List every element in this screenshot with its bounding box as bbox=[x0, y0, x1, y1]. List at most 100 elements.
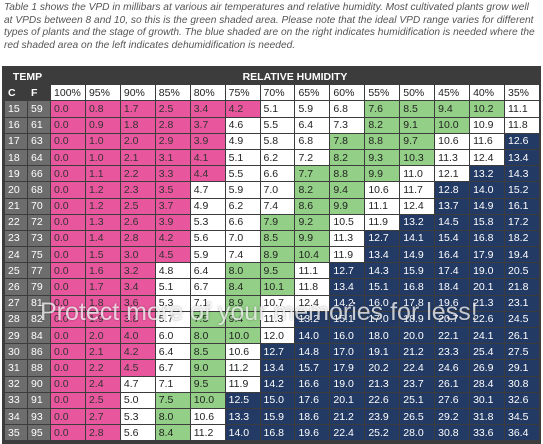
vpd-cell: 0.0 bbox=[51, 360, 85, 376]
vpd-cell: 0.0 bbox=[51, 311, 85, 327]
vpd-cell: 8.2 bbox=[295, 182, 330, 198]
c-header: C bbox=[5, 85, 27, 101]
vpd-cell: 14.2 bbox=[260, 376, 295, 392]
vpd-cell: 1.9 bbox=[85, 311, 120, 327]
vpd-cell: 21.2 bbox=[330, 408, 365, 425]
table-row: 26 79 0.0 1.7 3.4 5.1 6.7 8.4 10.1 11.8 13.4 15.1 16… bbox=[5, 279, 539, 295]
vpd-cell: 4.7 bbox=[120, 376, 155, 392]
temp-f: 61 bbox=[28, 117, 51, 133]
temp-c: 22 bbox=[5, 214, 27, 230]
caption: Table 1 shows the VPD in millibars at va… bbox=[4, 2, 535, 51]
temp-f: 68 bbox=[28, 182, 51, 198]
table-row: 27 81 0.0 1.8 3.6 5.3 7.1 8.9 10.7 12.4 14.2 16.0 17… bbox=[5, 295, 539, 311]
vpd-cell: 0.0 bbox=[51, 101, 85, 117]
table-row: 23 73 0.0 1.4 2.8 4.2 5.6 7.0 8.5 9.9 11.3 12.7 14.1… bbox=[5, 230, 539, 247]
vpd-cell: 9.4 bbox=[225, 311, 260, 327]
vpd-table: TEMP RELATIVE HUMIDITY C F 100% 95% 90% 85%… bbox=[4, 68, 540, 441]
vpd-cell: 2.3 bbox=[120, 182, 155, 198]
vpd-cell: 11.2 bbox=[190, 425, 225, 441]
vpd-cell: 2.1 bbox=[85, 344, 120, 360]
vpd-cell: 13.4 bbox=[260, 360, 295, 376]
vpd-cell: 2.8 bbox=[120, 230, 155, 247]
vpd-cell: 6.7 bbox=[190, 279, 225, 295]
vpd-cell: 13.4 bbox=[505, 149, 539, 166]
vpd-cell: 4.7 bbox=[190, 182, 225, 198]
vpd-cell: 0.0 bbox=[51, 198, 85, 214]
vpd-cell: 23.7 bbox=[400, 376, 435, 392]
vpd-cell: 12.0 bbox=[260, 328, 295, 344]
vpd-cell: 14.5 bbox=[435, 214, 470, 230]
temp-f: 93 bbox=[28, 408, 51, 425]
vpd-cell: 0.8 bbox=[85, 101, 120, 117]
column-header: 70% bbox=[260, 85, 295, 101]
vpd-cell: 19.6 bbox=[295, 425, 330, 441]
temp-f: 75 bbox=[28, 247, 51, 263]
temp-f: 86 bbox=[28, 344, 51, 360]
vpd-cell: 24.5 bbox=[505, 311, 539, 327]
vpd-cell: 13.4 bbox=[330, 279, 365, 295]
vpd-cell: 22.4 bbox=[330, 425, 365, 441]
vpd-cell: 34.5 bbox=[505, 408, 539, 425]
vpd-cell: 14.8 bbox=[295, 344, 330, 360]
vpd-cell: 6.2 bbox=[260, 149, 295, 166]
vpd-cell: 19.0 bbox=[330, 376, 365, 392]
column-header: 65% bbox=[295, 85, 330, 101]
column-header: 90% bbox=[120, 85, 155, 101]
vpd-cell: 0.0 bbox=[51, 133, 85, 149]
table-row: 19 66 0.0 1.1 2.2 3.3 4.4 5.5 6.6 7.7 8.8 9.9 11.0 12… bbox=[5, 166, 539, 182]
vpd-cell: 1.3 bbox=[85, 214, 120, 230]
temp-f: 59 bbox=[28, 101, 51, 117]
vpd-cell: 0.0 bbox=[51, 392, 85, 408]
vpd-cell: 5.6 bbox=[120, 425, 155, 441]
vpd-cell: 22.6 bbox=[470, 311, 504, 327]
vpd-cell: 6.0 bbox=[155, 328, 190, 344]
vpd-cell: 6.4 bbox=[155, 344, 190, 360]
table-row: 30 86 0.0 2.1 4.2 6.4 8.5 10.6 12.7 14.8 17.0 19.1 2… bbox=[5, 344, 539, 360]
table-row: 35 95 0.0 2.8 5.6 8.4 11.2 14.0 16.8 19.6 22.4 25.2… bbox=[5, 425, 539, 441]
column-header: 40% bbox=[470, 85, 504, 101]
vpd-cell: 2.0 bbox=[85, 328, 120, 344]
vpd-cell: 4.9 bbox=[190, 198, 225, 214]
vpd-cell: 4.0 bbox=[120, 328, 155, 344]
vpd-cell: 11.2 bbox=[225, 360, 260, 376]
vpd-cell: 7.4 bbox=[225, 247, 260, 263]
vpd-cell: 11.9 bbox=[225, 376, 260, 392]
vpd-cell: 10.6 bbox=[190, 408, 225, 425]
vpd-cell: 11.1 bbox=[365, 198, 400, 214]
vpd-cell: 9.9 bbox=[295, 230, 330, 247]
vpd-cell: 9.5 bbox=[260, 263, 295, 279]
vpd-cell: 6.6 bbox=[225, 214, 260, 230]
vpd-cell: 11.8 bbox=[505, 117, 539, 133]
vpd-cell: 5.9 bbox=[225, 182, 260, 198]
vpd-cell: 7.7 bbox=[295, 166, 330, 182]
vpd-cell: 12.7 bbox=[260, 344, 295, 360]
vpd-cell: 12.8 bbox=[435, 182, 470, 198]
temp-f: 70 bbox=[28, 198, 51, 214]
vpd-cell: 3.2 bbox=[120, 263, 155, 279]
temp-c: 27 bbox=[5, 295, 27, 311]
vpd-cell: 10.1 bbox=[260, 279, 295, 295]
vpd-cell: 1.4 bbox=[85, 230, 120, 247]
vpd-cell: 1.0 bbox=[85, 149, 120, 166]
vpd-cell: 3.6 bbox=[120, 295, 155, 311]
vpd-cell: 20.5 bbox=[505, 263, 539, 279]
vpd-cell: 24.6 bbox=[435, 360, 470, 376]
temp-c: 34 bbox=[5, 408, 27, 425]
vpd-cell: 0.0 bbox=[51, 376, 85, 392]
vpd-cell: 0.0 bbox=[51, 295, 85, 311]
vpd-cell: 16.8 bbox=[260, 425, 295, 441]
temp-c: 20 bbox=[5, 182, 27, 198]
vpd-cell: 5.3 bbox=[190, 214, 225, 230]
vpd-cell: 17.9 bbox=[330, 360, 365, 376]
temp-c: 18 bbox=[5, 149, 27, 166]
column-header: 95% bbox=[85, 85, 120, 101]
vpd-cell: 11.8 bbox=[295, 279, 330, 295]
vpd-cell: 4.4 bbox=[190, 166, 225, 182]
vpd-cell: 21.3 bbox=[470, 295, 504, 311]
vpd-cell: 11.3 bbox=[330, 230, 365, 247]
vpd-cell: 12.4 bbox=[400, 198, 435, 214]
vpd-cell: 16.8 bbox=[470, 230, 504, 247]
vpd-cell: 2.8 bbox=[85, 425, 120, 441]
vpd-cell: 0.0 bbox=[51, 279, 85, 295]
vpd-cell: 1.8 bbox=[85, 295, 120, 311]
